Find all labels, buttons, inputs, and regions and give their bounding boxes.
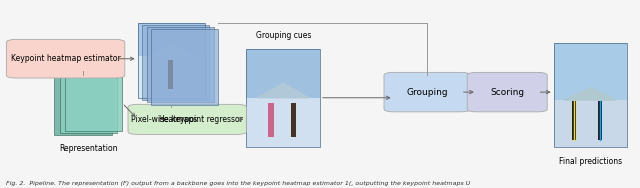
FancyBboxPatch shape <box>554 43 627 100</box>
FancyBboxPatch shape <box>142 25 209 100</box>
FancyBboxPatch shape <box>572 101 577 140</box>
FancyBboxPatch shape <box>54 75 112 135</box>
Text: Heatmaps: Heatmaps <box>158 115 198 124</box>
FancyBboxPatch shape <box>246 49 320 98</box>
Text: Pixel-wise keypoint regressor: Pixel-wise keypoint regressor <box>131 115 243 124</box>
FancyBboxPatch shape <box>291 103 296 137</box>
FancyBboxPatch shape <box>65 71 122 131</box>
FancyBboxPatch shape <box>168 60 173 89</box>
Text: Scoring: Scoring <box>490 88 524 97</box>
Text: Keypoint heatmap estimator: Keypoint heatmap estimator <box>11 54 120 63</box>
FancyBboxPatch shape <box>60 73 117 133</box>
FancyBboxPatch shape <box>598 101 602 140</box>
Text: Representation: Representation <box>59 144 118 153</box>
Polygon shape <box>564 88 616 100</box>
Text: Fig. 2.  Pipeline. The representation (F) output from a backbone goes into the k: Fig. 2. Pipeline. The representation (F)… <box>6 181 471 186</box>
FancyBboxPatch shape <box>6 39 125 78</box>
FancyBboxPatch shape <box>269 103 274 137</box>
FancyBboxPatch shape <box>246 98 320 147</box>
FancyBboxPatch shape <box>554 100 627 147</box>
Polygon shape <box>151 43 191 56</box>
FancyBboxPatch shape <box>128 104 246 134</box>
Polygon shape <box>257 83 309 98</box>
Text: Grouping: Grouping <box>406 88 448 97</box>
FancyBboxPatch shape <box>384 72 470 112</box>
Text: Grouping cues: Grouping cues <box>255 31 311 40</box>
FancyBboxPatch shape <box>138 56 205 98</box>
FancyBboxPatch shape <box>138 23 205 56</box>
FancyBboxPatch shape <box>147 27 214 102</box>
FancyBboxPatch shape <box>467 72 547 112</box>
FancyBboxPatch shape <box>151 29 218 105</box>
Text: Final predictions: Final predictions <box>559 157 622 166</box>
